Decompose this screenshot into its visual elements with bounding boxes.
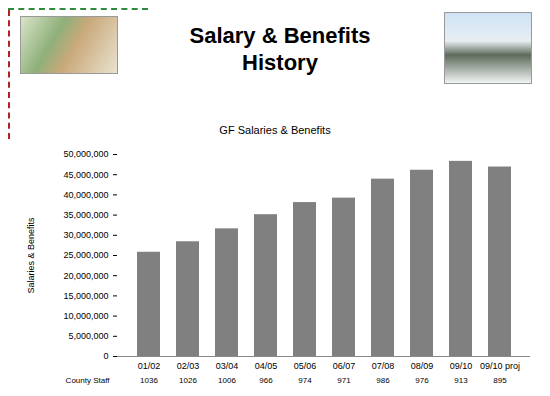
svg-text:1006: 1006 <box>218 376 236 385</box>
svg-text:1026: 1026 <box>179 376 197 385</box>
html-text:GF Salaries & Benefits: GF Salaries & Benefits <box>219 124 331 136</box>
svg-text:15,000,000: 15,000,000 <box>63 291 108 301</box>
svg-text:10,000,000: 10,000,000 <box>63 311 108 321</box>
svg-text:966: 966 <box>259 376 273 385</box>
svg-text:County Staff: County Staff <box>66 376 111 385</box>
svg-text:05/06: 05/06 <box>294 361 317 371</box>
svg-text:0: 0 <box>103 351 108 361</box>
svg-text:895: 895 <box>493 376 507 385</box>
svg-text:976: 976 <box>415 376 429 385</box>
svg-text:02/03: 02/03 <box>177 361 200 371</box>
svg-text:45,000,000: 45,000,000 <box>63 170 108 180</box>
svg-text:974: 974 <box>298 376 312 385</box>
svg-text:07/08: 07/08 <box>372 361 395 371</box>
svg-text:1036: 1036 <box>140 376 158 385</box>
svg-text:913: 913 <box>454 376 468 385</box>
svg-text:04/05: 04/05 <box>255 361 278 371</box>
svg-text:Salaries & Benefits: Salaries & Benefits <box>26 217 36 294</box>
svg-text:40,000,000: 40,000,000 <box>63 190 108 200</box>
html-text:Salary & Benefits History: Salary & Benefits History <box>189 23 371 75</box>
svg-text:09/10 proj: 09/10 proj <box>480 361 520 371</box>
svg-text:35,000,000: 35,000,000 <box>63 210 108 220</box>
svg-text:50,000,000: 50,000,000 <box>63 149 108 159</box>
svg-text:30,000,000: 30,000,000 <box>63 230 108 240</box>
svg-text:01/02: 01/02 <box>138 361 161 371</box>
svg-text:06/07: 06/07 <box>333 361 356 371</box>
svg-text:5,000,000: 5,000,000 <box>68 331 108 341</box>
svg-text:08/09: 08/09 <box>411 361 434 371</box>
svg-text:03/04: 03/04 <box>216 361 239 371</box>
svg-text:20,000,000: 20,000,000 <box>63 271 108 281</box>
svg-text:971: 971 <box>337 376 351 385</box>
svg-text:25,000,000: 25,000,000 <box>63 250 108 260</box>
svg-text:986: 986 <box>376 376 390 385</box>
svg-text:09/10: 09/10 <box>450 361 473 371</box>
